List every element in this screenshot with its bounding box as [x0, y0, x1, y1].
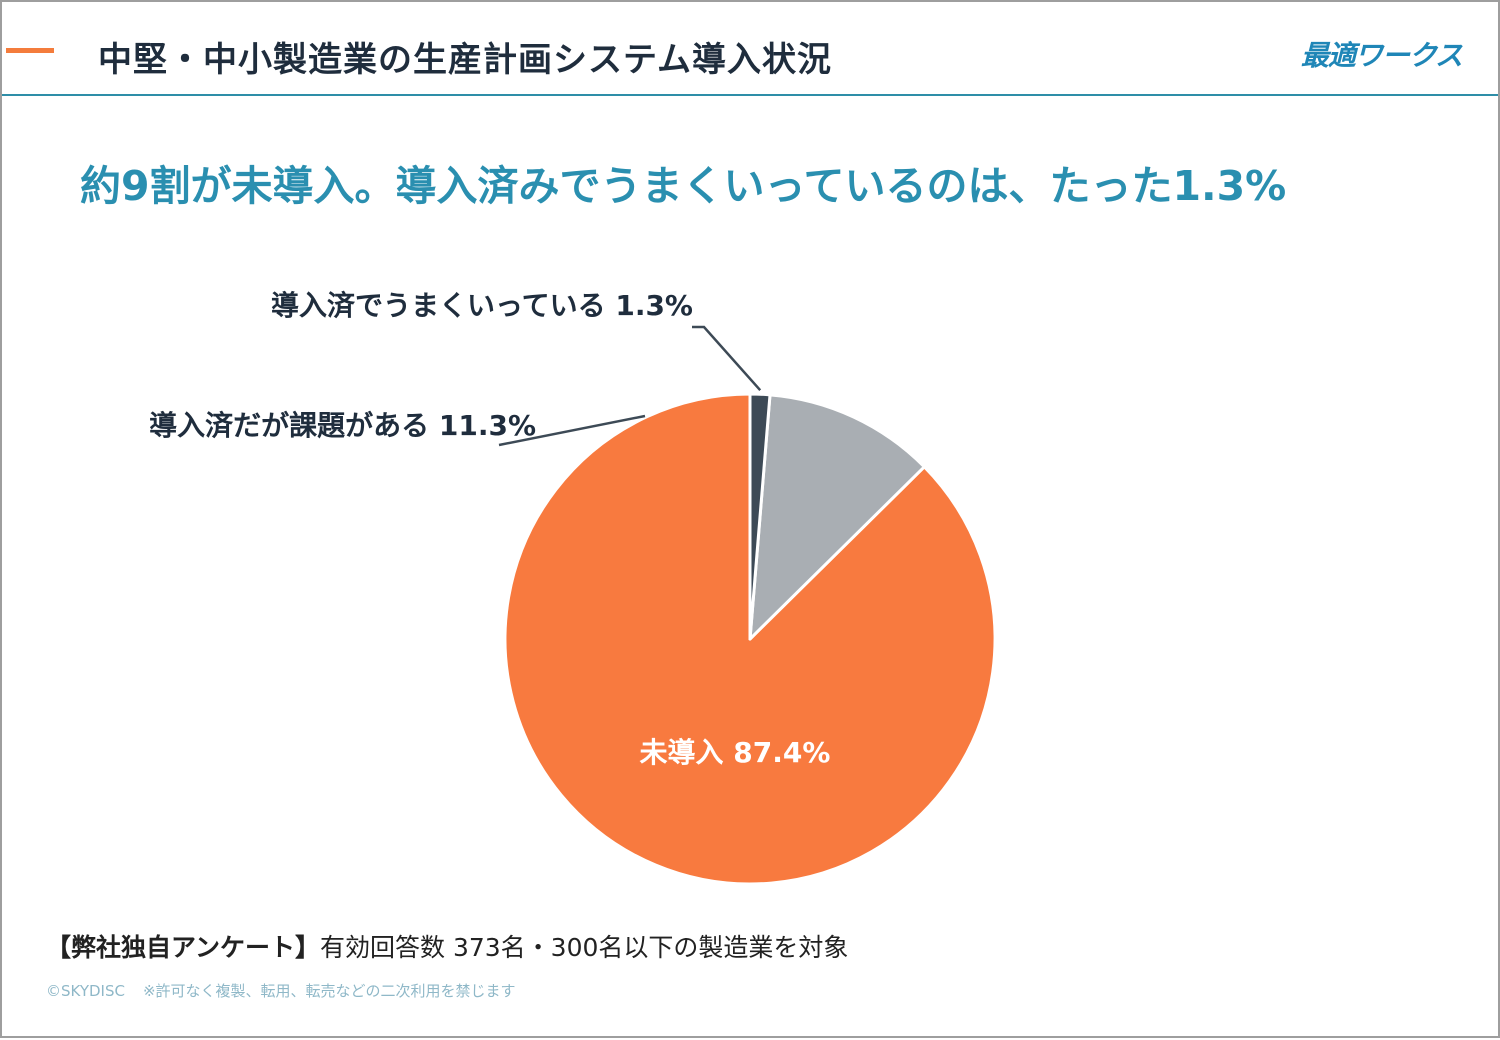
pie-slice-not-introduced [503, 392, 997, 886]
header-divider [2, 94, 1498, 96]
disclaimer-text: ※許可なく複製、転用、転売などの二次利用を禁じます [142, 982, 516, 1000]
pie-label-introduced-with-issues: 導入済だが課題がある 11.3% [149, 409, 536, 442]
copyright-text: ©SKYDISC [46, 982, 125, 1000]
pie-label-introduced-successfully: 導入済でうまくいっている 1.3% [271, 289, 693, 322]
pie-slice-introduced-successfully [748, 392, 772, 641]
survey-note-body: 有効回答数 373名・300名以下の製造業を対象 [320, 933, 849, 962]
survey-note: 【弊社独自アンケート】有効回答数 373名・300名以下の製造業を対象 [46, 928, 848, 964]
header-accent-bar [6, 48, 54, 53]
copyright-line: ©SKYDISC ※許可なく複製、転用、転売などの二次利用を禁じます [46, 980, 516, 1001]
pie-label-not-introduced: 未導入 87.4% [640, 736, 831, 769]
pie-slice-introduced-with-issues [748, 393, 926, 641]
leader-line-introduced-successfully [692, 325, 762, 392]
brand-logo: 最適ワークス [1300, 39, 1463, 72]
leader-line-introduced-with-issues [498, 414, 646, 447]
survey-note-heading: 【弊社独自アンケート】 [46, 933, 321, 962]
page-title: 中堅・中小製造業の生産計画システム導入状況 [98, 40, 832, 80]
chart-headline: 約9割が未導入。導入済みでうまくいっているのは、たった1.3% [80, 162, 1287, 210]
